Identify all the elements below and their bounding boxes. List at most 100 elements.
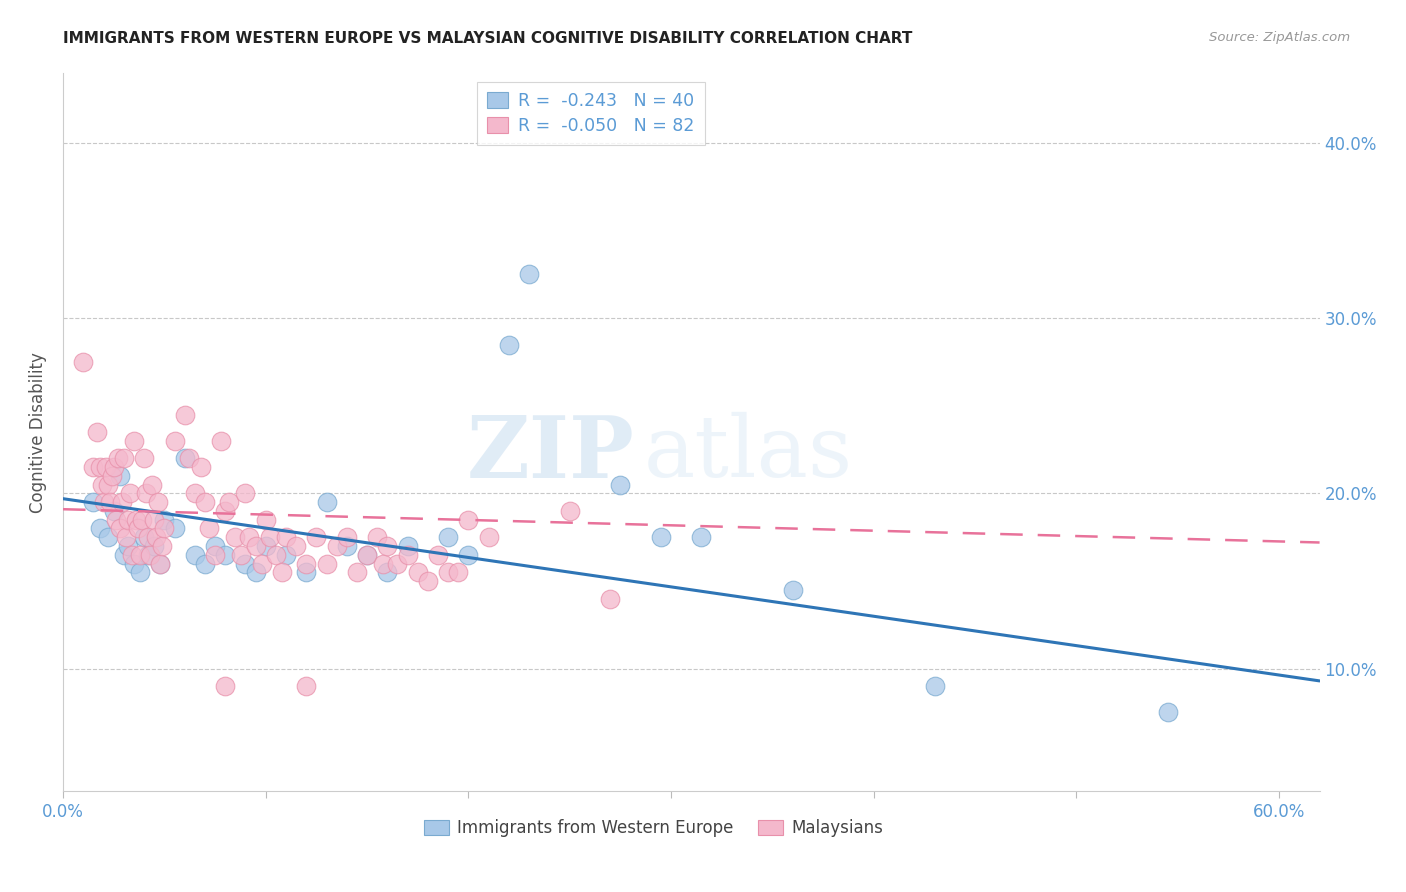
Point xyxy=(224,530,246,544)
Point xyxy=(295,679,318,693)
Point xyxy=(235,557,257,571)
Point xyxy=(387,557,409,571)
Point xyxy=(315,495,337,509)
Point xyxy=(112,451,135,466)
Point xyxy=(254,513,277,527)
Point xyxy=(107,451,129,466)
Point xyxy=(218,495,240,509)
Point xyxy=(305,530,328,544)
Legend: Immigrants from Western Europe, Malaysians: Immigrants from Western Europe, Malaysia… xyxy=(418,813,890,844)
Point xyxy=(375,566,398,580)
Point xyxy=(82,460,104,475)
Point xyxy=(153,521,176,535)
Point xyxy=(173,408,195,422)
Point xyxy=(396,539,419,553)
Text: ZIP: ZIP xyxy=(467,412,634,496)
Point xyxy=(139,548,162,562)
Point xyxy=(145,530,167,544)
Point xyxy=(184,486,207,500)
Point xyxy=(90,477,112,491)
Point xyxy=(274,530,297,544)
Point xyxy=(214,504,236,518)
Point xyxy=(264,548,287,562)
Point xyxy=(437,566,460,580)
Point xyxy=(609,477,631,491)
Point xyxy=(315,557,337,571)
Point xyxy=(457,513,479,527)
Point xyxy=(143,539,166,553)
Point xyxy=(209,434,232,448)
Point xyxy=(416,574,439,588)
Point xyxy=(295,557,318,571)
Point xyxy=(118,486,141,500)
Point xyxy=(254,539,277,553)
Point xyxy=(245,566,267,580)
Point xyxy=(375,539,398,553)
Point xyxy=(112,548,135,562)
Point xyxy=(190,460,212,475)
Point xyxy=(427,548,450,562)
Point xyxy=(478,530,501,544)
Text: IMMIGRANTS FROM WESTERN EUROPE VS MALAYSIAN COGNITIVE DISABILITY CORRELATION CHA: IMMIGRANTS FROM WESTERN EUROPE VS MALAYS… xyxy=(63,31,912,46)
Text: Source: ZipAtlas.com: Source: ZipAtlas.com xyxy=(1209,31,1350,45)
Point xyxy=(86,425,108,439)
Point xyxy=(125,513,148,527)
Point xyxy=(173,451,195,466)
Point xyxy=(336,539,359,553)
Point xyxy=(295,566,318,580)
Point xyxy=(690,530,713,544)
Point xyxy=(356,548,378,562)
Point xyxy=(274,548,297,562)
Point xyxy=(100,469,122,483)
Point xyxy=(194,495,217,509)
Point xyxy=(231,548,253,562)
Point xyxy=(336,530,359,544)
Point xyxy=(131,513,153,527)
Point xyxy=(122,434,145,448)
Point xyxy=(97,477,120,491)
Point xyxy=(924,679,946,693)
Point xyxy=(89,460,111,475)
Point xyxy=(285,539,308,553)
Point xyxy=(163,521,186,535)
Point xyxy=(136,548,159,562)
Point xyxy=(122,557,145,571)
Point xyxy=(271,566,294,580)
Point xyxy=(148,495,170,509)
Point xyxy=(149,557,172,571)
Point xyxy=(141,477,163,491)
Point xyxy=(117,539,139,553)
Point xyxy=(447,566,470,580)
Point xyxy=(94,460,117,475)
Point xyxy=(103,504,125,518)
Point xyxy=(132,530,155,544)
Point xyxy=(129,548,152,562)
Point xyxy=(1156,706,1178,720)
Point xyxy=(437,530,460,544)
Point xyxy=(250,557,273,571)
Point xyxy=(97,530,120,544)
Point xyxy=(356,548,378,562)
Point xyxy=(204,548,226,562)
Y-axis label: Cognitive Disability: Cognitive Disability xyxy=(30,351,46,513)
Point xyxy=(599,591,621,606)
Point xyxy=(115,530,138,544)
Point xyxy=(457,548,479,562)
Point xyxy=(150,539,173,553)
Text: atlas: atlas xyxy=(644,412,852,495)
Point xyxy=(127,521,149,535)
Point xyxy=(204,539,226,553)
Point xyxy=(104,513,127,527)
Point xyxy=(89,521,111,535)
Point xyxy=(498,337,520,351)
Point xyxy=(396,548,419,562)
Point xyxy=(177,451,200,466)
Point xyxy=(153,513,176,527)
Point xyxy=(82,495,104,509)
Point xyxy=(558,504,581,518)
Point xyxy=(108,469,131,483)
Point xyxy=(93,495,115,509)
Point xyxy=(132,451,155,466)
Point xyxy=(149,557,172,571)
Point xyxy=(184,548,207,562)
